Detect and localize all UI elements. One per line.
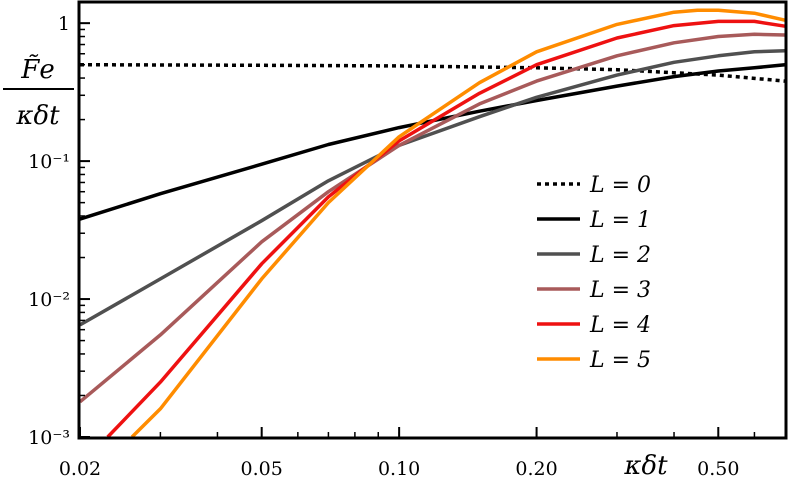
legend-item-l-5: L = 5 — [537, 348, 651, 373]
series-line-l-0 — [79, 62, 786, 83]
axis-ticks: 0.02 0.05 0.10 0.20 0.50 10⁻³ 10⁻² 10⁻¹ 1 — [28, 13, 756, 480]
series-line-l-3 — [78, 32, 786, 404]
legend-item-l-0: L = 0 — [537, 173, 651, 198]
legend-item-l-2: L = 2 — [537, 243, 651, 268]
y-tick-label: 10⁻² — [28, 289, 70, 311]
legend-item-l-1: L = 1 — [537, 208, 651, 233]
x-tick-label: 0.20 — [515, 458, 557, 480]
legend-label: L = 2 — [589, 243, 651, 268]
legend-item-l-4: L = 4 — [537, 313, 651, 338]
series-line-l-1 — [79, 62, 786, 221]
x-tick-label: 0.02 — [59, 458, 101, 480]
y-tick-label: 10⁻³ — [28, 427, 70, 449]
legend-item-l-3: L = 3 — [537, 278, 651, 303]
series-lines — [78, 8, 786, 439]
y-axis-label-numerator: F̃e — [20, 54, 54, 85]
legend: L = 0 L = 1 L = 2 L = 3 L = 4 L = 5 — [537, 173, 651, 373]
y-axis-label-denominator: κδt — [15, 101, 60, 131]
y-tick-label: 1 — [58, 13, 70, 35]
x-tick-label: 0.50 — [697, 458, 739, 480]
legend-label: L = 5 — [589, 348, 651, 373]
legend-label: L = 1 — [589, 208, 651, 233]
x-tick-label: 0.10 — [378, 458, 420, 480]
x-tick-label: 0.05 — [241, 458, 283, 480]
series-line-l-4 — [106, 19, 786, 439]
y-tick-label: 10⁻¹ — [28, 151, 70, 173]
legend-label: L = 3 — [589, 278, 651, 303]
y-axis-label: F̃e κδt — [3, 54, 74, 131]
plot-frame — [77, 0, 788, 440]
series-line-l-5 — [130, 8, 786, 439]
x-axis-label: κδt — [623, 451, 668, 481]
legend-label: L = 0 — [589, 173, 651, 198]
series-line-l-2 — [79, 49, 786, 327]
legend-label: L = 4 — [589, 313, 651, 338]
